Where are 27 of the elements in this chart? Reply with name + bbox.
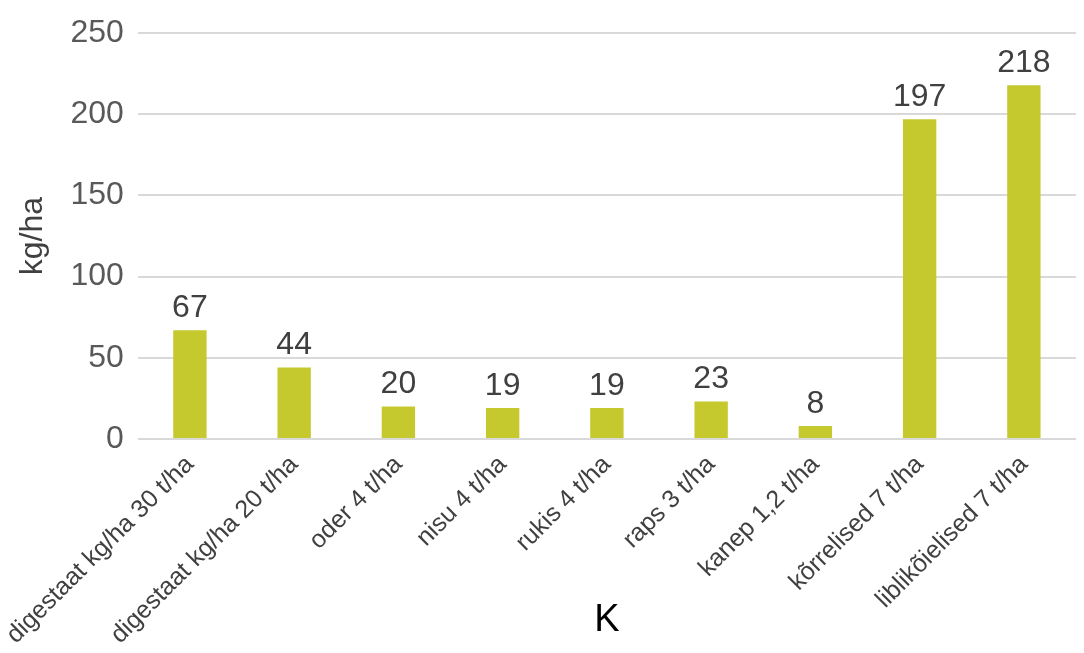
bar <box>277 367 311 438</box>
data-label: 23 <box>693 359 729 396</box>
y-tick-label: 100 <box>70 256 124 293</box>
data-label: 218 <box>997 42 1051 79</box>
data-label: 67 <box>172 288 208 325</box>
data-label: 44 <box>276 325 312 362</box>
data-label: 19 <box>484 365 521 402</box>
bar <box>485 408 520 438</box>
data-label: 8 <box>806 383 825 420</box>
data-label: 197 <box>892 77 947 114</box>
y-tick-label: 200 <box>70 94 124 131</box>
bar <box>590 408 624 438</box>
y-tick-label: 50 <box>88 337 124 374</box>
bar <box>694 401 728 438</box>
y-tick-label: 0 <box>105 418 124 455</box>
x-tick-label: nisu 4 t/ha <box>409 449 512 551</box>
bar <box>173 330 207 438</box>
bar <box>1007 85 1041 438</box>
y-tick-label: 250 <box>70 13 124 50</box>
bar <box>381 406 416 438</box>
x-axis-title: K <box>594 597 620 640</box>
y-tick-label: 150 <box>70 175 124 212</box>
bar <box>798 425 833 438</box>
y-axis-title: kg/ha <box>13 196 50 276</box>
data-label: 20 <box>380 364 417 401</box>
data-label: 19 <box>589 365 625 402</box>
bar <box>902 119 937 438</box>
